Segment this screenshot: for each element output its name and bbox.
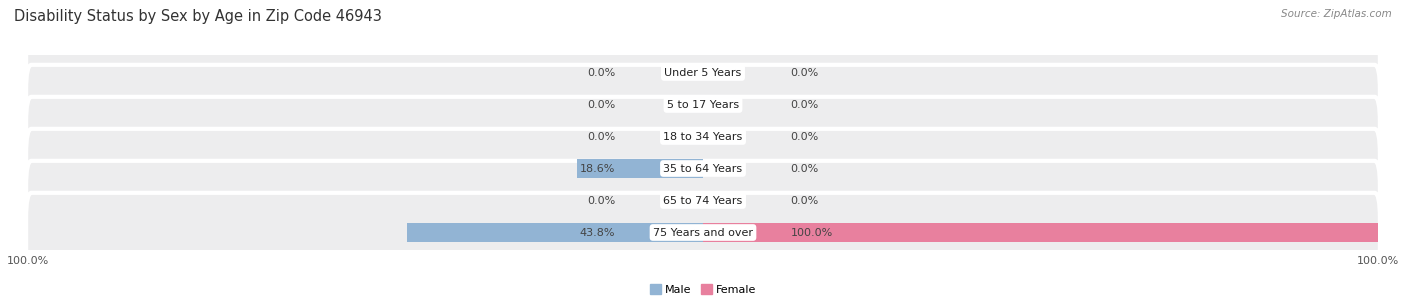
Text: Under 5 Years: Under 5 Years xyxy=(665,67,741,77)
Bar xyxy=(408,223,703,242)
Text: Disability Status by Sex by Age in Zip Code 46943: Disability Status by Sex by Age in Zip C… xyxy=(14,9,382,24)
Text: 35 to 64 Years: 35 to 64 Years xyxy=(664,163,742,174)
FancyBboxPatch shape xyxy=(27,161,1379,240)
Text: 0.0%: 0.0% xyxy=(790,67,818,77)
Text: 0.0%: 0.0% xyxy=(588,99,616,109)
Text: 0.0%: 0.0% xyxy=(790,99,818,109)
Text: 0.0%: 0.0% xyxy=(790,131,818,142)
Legend: Male, Female: Male, Female xyxy=(645,280,761,299)
FancyBboxPatch shape xyxy=(27,129,1379,208)
FancyBboxPatch shape xyxy=(27,65,1379,144)
Text: 0.0%: 0.0% xyxy=(588,196,616,206)
Bar xyxy=(703,223,1378,242)
Text: 0.0%: 0.0% xyxy=(588,131,616,142)
Text: 75 Years and over: 75 Years and over xyxy=(652,228,754,238)
Text: 18.6%: 18.6% xyxy=(579,163,616,174)
Text: 0.0%: 0.0% xyxy=(790,163,818,174)
FancyBboxPatch shape xyxy=(27,193,1379,272)
Text: 100.0%: 100.0% xyxy=(790,228,832,238)
FancyBboxPatch shape xyxy=(27,97,1379,176)
FancyBboxPatch shape xyxy=(27,33,1379,112)
Text: 0.0%: 0.0% xyxy=(790,196,818,206)
Text: 0.0%: 0.0% xyxy=(588,67,616,77)
Text: 18 to 34 Years: 18 to 34 Years xyxy=(664,131,742,142)
Text: 5 to 17 Years: 5 to 17 Years xyxy=(666,99,740,109)
Bar xyxy=(578,159,703,178)
Text: Source: ZipAtlas.com: Source: ZipAtlas.com xyxy=(1281,9,1392,19)
Text: 43.8%: 43.8% xyxy=(579,228,616,238)
Text: 65 to 74 Years: 65 to 74 Years xyxy=(664,196,742,206)
